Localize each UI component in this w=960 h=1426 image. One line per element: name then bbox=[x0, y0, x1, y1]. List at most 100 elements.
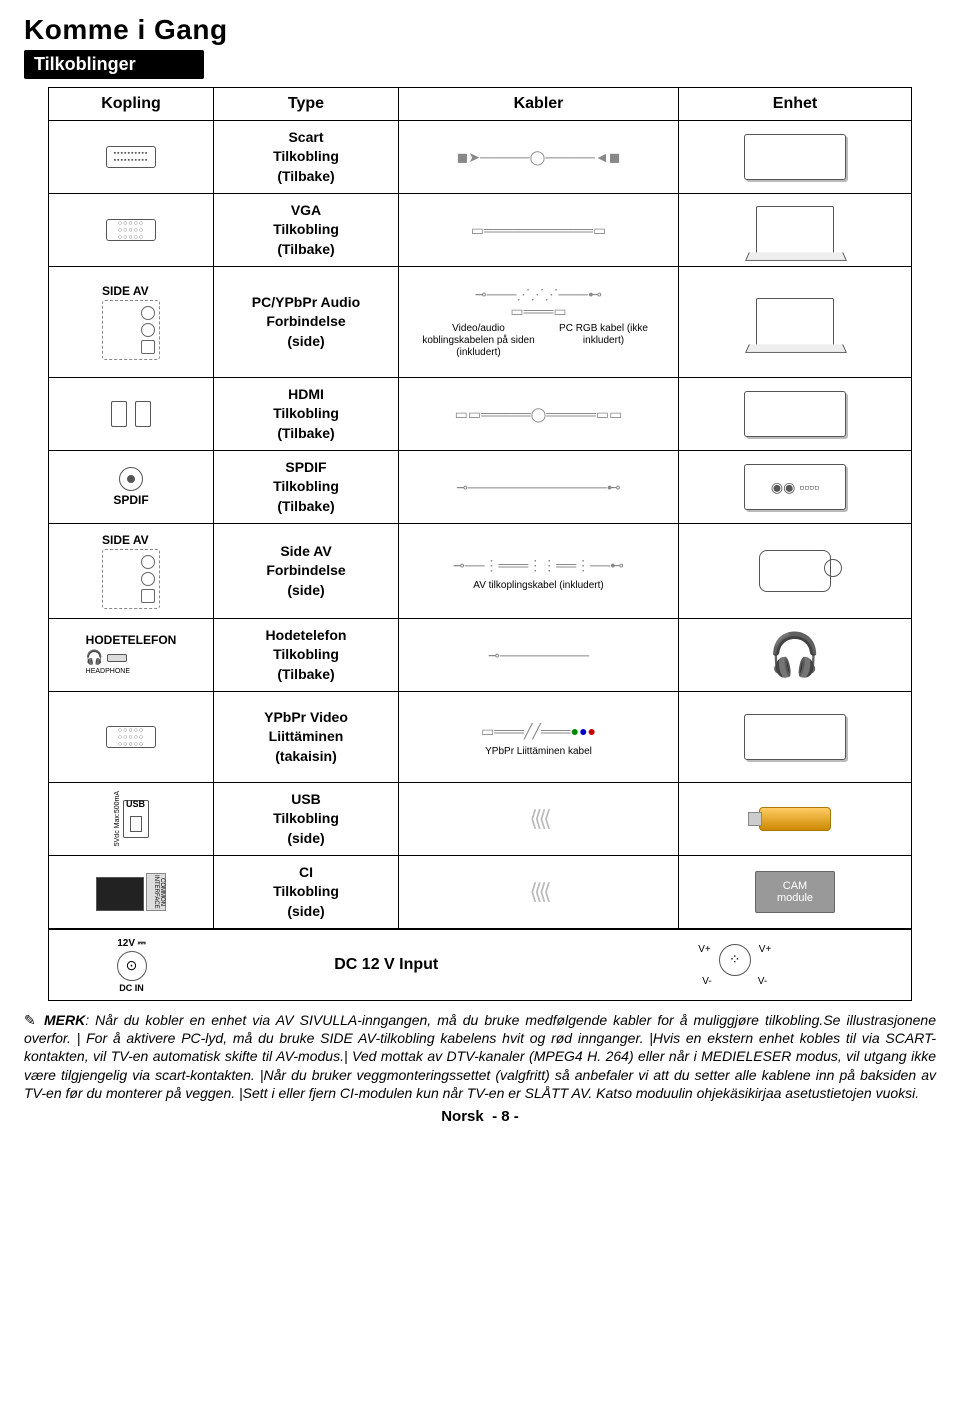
enhet-ypbpr bbox=[679, 692, 911, 782]
type-usb: USB Tilkobling (side) bbox=[214, 783, 399, 855]
type-sideav: Side AV Forbindelse (side) bbox=[214, 524, 399, 618]
type-label: (side) bbox=[287, 830, 324, 846]
kabler-ypbpr: ▭═══╱╱═══●●● YPbPr Liittäminen kabel bbox=[399, 692, 679, 782]
table-row: SPDIF SPDIF Tilkobling (Tilbake) ⊸──────… bbox=[49, 451, 911, 524]
type-pcaudio: PC/YPbPr Audio Forbindelse (side) bbox=[214, 267, 399, 377]
type-label: (Tilbake) bbox=[277, 168, 334, 184]
type-spdif: SPDIF Tilkobling (Tilbake) bbox=[214, 451, 399, 523]
vga-port-icon: ○○○○○○○○○○○○○○○ bbox=[106, 219, 156, 241]
type-label: Scart bbox=[288, 129, 323, 145]
vminus-label: V- bbox=[702, 976, 711, 987]
ypbpr-cable-icon: ▭═══╱╱═══●●● bbox=[449, 716, 629, 746]
cam-label-1: CAM bbox=[783, 880, 807, 892]
type-label: PC/YPbPr Audio bbox=[252, 294, 360, 310]
scart-port-icon: ▪▪▪▪▪▪▪▪▪▪▪▪▪▪▪▪▪▪▪▪ bbox=[106, 146, 156, 168]
scart-cable-icon: ◼➤─────◯─────◄◼ bbox=[449, 142, 629, 172]
type-label: Tilkobling bbox=[273, 405, 339, 421]
type-label: Tilkobling bbox=[273, 478, 339, 494]
kabler-usb: ⟨⟨⟨⟨ bbox=[399, 783, 679, 855]
type-ypbpr: YPbPr Video Liittäminen (takaisin) bbox=[214, 692, 399, 782]
type-scart: Scart Tilkobling (Tilbake) bbox=[214, 121, 399, 193]
type-label: USB bbox=[291, 791, 321, 807]
kabler-spdif: ⊸──────────────⊷ bbox=[399, 451, 679, 523]
dc-jack-icon: ⊙ bbox=[117, 951, 147, 981]
page-title: Komme i Gang bbox=[24, 14, 936, 46]
headphone-sublabel: HEADPHONE bbox=[86, 668, 130, 676]
table-row: SIDE AV Side AV Forbindelse (side) ⊸──⋮═… bbox=[49, 524, 911, 619]
enhet-headphone: 🎧 bbox=[679, 619, 911, 691]
enhet-scart bbox=[679, 121, 911, 193]
side-av-port-icon bbox=[102, 300, 160, 360]
kopling-scart: ▪▪▪▪▪▪▪▪▪▪▪▪▪▪▪▪▪▪▪▪ bbox=[49, 121, 214, 193]
kopling-ci: COMMON INTERFACE bbox=[49, 856, 214, 928]
note-block: ✎MERK: Når du kobler en enhet via AV SIV… bbox=[24, 1001, 936, 1102]
type-label: VGA bbox=[291, 202, 321, 218]
table-row: 12V ⎓ ⊙ DC IN DC 12 V Input V+ ⁘ V+ V- bbox=[49, 929, 911, 1000]
enhet-hdmi bbox=[679, 378, 911, 450]
vga-cable-icon: ▭═══════════▭ bbox=[449, 215, 629, 245]
device-icon bbox=[744, 391, 846, 437]
type-label: HDMI bbox=[288, 386, 324, 402]
usb-port-icon: USB bbox=[123, 800, 149, 838]
headphone-mini-icon: 🎧 bbox=[86, 649, 103, 666]
type-label: Tilkobling bbox=[273, 646, 339, 662]
dc-12v-label: 12V bbox=[117, 938, 135, 949]
type-label: (Tilbake) bbox=[277, 666, 334, 682]
connections-table: Kopling Type Kabler Enhet ▪▪▪▪▪▪▪▪▪▪▪▪▪▪… bbox=[48, 87, 912, 1001]
insert-arrows-icon: ⟨⟨⟨⟨ bbox=[529, 879, 547, 905]
kopling-ypbpr: ○○○○○○○○○○○○○○○ bbox=[49, 692, 214, 782]
table-row: COMMON INTERFACE CI Tilkobling (side) ⟨⟨… bbox=[49, 856, 911, 929]
type-label: Tilkobling bbox=[273, 883, 339, 899]
device-icon bbox=[744, 714, 846, 760]
vminus-label: V- bbox=[758, 976, 767, 987]
kopling-sideav: SIDE AV bbox=[49, 267, 214, 377]
side-av-label: SIDE AV bbox=[102, 533, 149, 547]
audio-cable-icon: ⊸───⋰⋰⋰───⊷ ▭═══▭ bbox=[449, 285, 629, 321]
table-header-row: Kopling Type Kabler Enhet bbox=[49, 88, 911, 121]
dc-symbol: ⎓ bbox=[138, 938, 146, 949]
device-icon bbox=[744, 134, 846, 180]
table-row: 5Vdc Max:500mA USB USB Tilkobling (side)… bbox=[49, 783, 911, 856]
table-row: ○○○○○○○○○○○○○○○ YPbPr Video Liittäminen … bbox=[49, 692, 911, 783]
type-label: (side) bbox=[287, 582, 324, 598]
cam-label-2: module bbox=[777, 892, 813, 904]
enhet-spdif: ◉◉ ▫▫▫▫ bbox=[679, 451, 911, 523]
type-label: YPbPr Video bbox=[264, 709, 348, 725]
type-label: Tilkobling bbox=[273, 810, 339, 826]
kabler-pcaudio: ⊸───⋰⋰⋰───⊷ ▭═══▭ Video/audio koblingska… bbox=[399, 267, 679, 377]
type-headphone: Hodetelefon Tilkobling (Tilbake) bbox=[214, 619, 399, 691]
header-enhet: Enhet bbox=[679, 88, 911, 120]
ci-slot-icon: COMMON INTERFACE bbox=[146, 873, 166, 911]
kabler-headphone: ⊸───────── bbox=[399, 619, 679, 691]
side-av-label: SIDE AV bbox=[102, 284, 149, 298]
page-footer: Norsk - 8 - bbox=[24, 1108, 936, 1125]
type-label: (Tilbake) bbox=[277, 498, 334, 514]
power-plug-icon: ⁘ bbox=[719, 944, 751, 976]
cable-label-2: PC RGB kabel (ikke inkludert) bbox=[549, 323, 659, 359]
usb-spec-label: 5Vdc Max:500mA bbox=[114, 791, 121, 846]
kabler-hdmi: ▭▭═════◯═════▭▭ bbox=[399, 378, 679, 450]
type-label: Tilkobling bbox=[273, 148, 339, 164]
headphone-jack-icon bbox=[107, 654, 127, 662]
vga-port-icon: ○○○○○○○○○○○○○○○ bbox=[106, 726, 156, 748]
kopling-spdif: SPDIF bbox=[49, 451, 214, 523]
cable-label: YPbPr Liittäminen kabel bbox=[485, 746, 592, 758]
kopling-hdmi bbox=[49, 378, 214, 450]
kabler-ci: ⟨⟨⟨⟨ bbox=[399, 856, 679, 928]
type-label: Hodetelefon bbox=[266, 627, 347, 643]
cable-label: AV tilkoplingskabel (inkludert) bbox=[473, 580, 603, 592]
kabler-vga: ▭═══════════▭ bbox=[399, 194, 679, 266]
hdmi-port-icon bbox=[135, 401, 151, 427]
dc-in-label: DC IN bbox=[119, 983, 144, 993]
type-label: (side) bbox=[287, 903, 324, 919]
kopling-sideav2: SIDE AV bbox=[49, 524, 214, 618]
kopling-headphone: HODETELEFON 🎧 HEADPHONE bbox=[49, 619, 214, 691]
kopling-usb: 5Vdc Max:500mA USB bbox=[49, 783, 214, 855]
enhet-vga bbox=[679, 194, 911, 266]
spdif-label: SPDIF bbox=[113, 493, 148, 507]
type-vga: VGA Tilkobling (Tilbake) bbox=[214, 194, 399, 266]
laptop-icon bbox=[756, 298, 834, 346]
av-cable-icon: ⊸──⋮═══⋮⋮══⋮──⊷ bbox=[449, 550, 629, 580]
type-label: (Tilbake) bbox=[277, 425, 334, 441]
type-label: (Tilbake) bbox=[277, 241, 334, 257]
